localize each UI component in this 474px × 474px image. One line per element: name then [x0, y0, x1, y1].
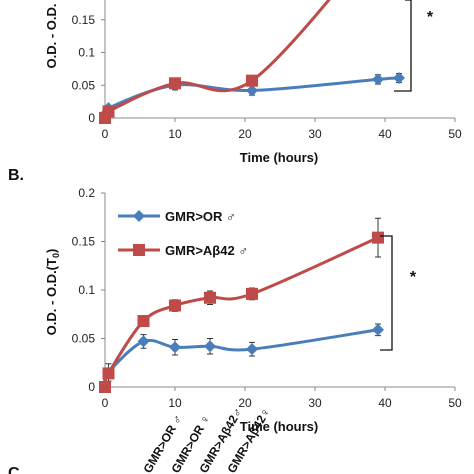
x-tick-label: 10: [168, 396, 182, 410]
panel-b-y-axis-title-subscript: 0: [51, 253, 61, 258]
panel-b: 0 0.05 0.1 0.15 0.2 0 10 20 30 40 50 Time (hours)…: [44, 186, 462, 434]
x-tick-label: 10: [168, 127, 182, 141]
series-line-ab42: [103, 236, 379, 388]
data-point-or: [246, 343, 258, 356]
panel-a-x-axis-title: Time (hours): [240, 150, 319, 165]
panel-c-label: C.: [8, 465, 24, 474]
legend-diamond-marker: [133, 210, 145, 222]
x-tick-label: 40: [378, 396, 392, 410]
y-tick-label: 0.1: [78, 283, 95, 297]
panel-c-rotated-labels: GMR>OR ♂ GMR>OR ♀ GMR>Aβ42♂ GMR>Aβ42♀: [140, 405, 273, 474]
legend-label-ab42: GMR>Aβ42 ♂: [165, 243, 248, 258]
data-point-ab42: [169, 77, 181, 90]
panel-b-significance-bracket: [380, 235, 393, 351]
y-tick-label: 0.1: [78, 46, 95, 60]
legend-item-or: GMR>OR ♂: [118, 209, 236, 224]
panel-b-y-axis-title-close: ): [44, 249, 59, 253]
data-point-ab42: [204, 291, 216, 304]
panel-b-x-axis: 0 10 20 30 40 50: [102, 386, 462, 410]
x-tick-label: 30: [308, 127, 322, 141]
data-point-or: [372, 73, 384, 86]
x-tick-label: 20: [238, 127, 252, 141]
panel-a-plot-area: [99, 0, 405, 124]
legend-square-marker: [133, 244, 145, 256]
data-point-ab42: [246, 287, 258, 300]
x-tick-label: 0: [102, 127, 109, 141]
x-tick-label: 0: [102, 396, 109, 410]
data-point-or: [169, 341, 181, 354]
panel-b-significance-star: *: [410, 269, 417, 286]
y-tick-label: 0.15: [72, 235, 96, 249]
data-point-or: [246, 84, 258, 97]
data-point-ab42: [102, 367, 115, 380]
y-tick-label: 0.05: [72, 78, 96, 92]
data-point-or: [393, 72, 405, 85]
x-tick-label: 50: [448, 127, 462, 141]
legend-label-or: GMR>OR ♂: [165, 209, 236, 224]
legend-item-ab42: GMR>Aβ42 ♂: [118, 243, 248, 258]
panel-b-plot-area: [99, 217, 384, 393]
series-line-ab42: [100, 0, 331, 120]
y-tick-label: 0.05: [72, 332, 96, 346]
panel-b-y-axis-title-main: O.D. - O.D.(T: [44, 258, 59, 335]
y-tick-label: 0: [88, 111, 95, 125]
panel-a-y-axis: 0 0.05 0.1 0.15: [72, 0, 106, 125]
panel-a-significance-bracket: [394, 0, 412, 92]
y-tick-label: 0.2: [78, 186, 95, 200]
panel-b-legend: GMR>OR ♂ GMR>Aβ42 ♂: [118, 209, 248, 258]
x-tick-label: 30: [308, 396, 322, 410]
panel-b-y-axis-title: O.D. - O.D.(T0): [44, 249, 61, 336]
panel-a-significance-star: *: [427, 9, 434, 26]
data-point-ab42: [372, 231, 384, 244]
x-tick-label: 50: [448, 396, 462, 410]
panel-a-y-axis-title: O.D. - O.D.: [44, 4, 59, 69]
panel-b-label: B.: [8, 167, 24, 184]
y-tick-label: 0.15: [72, 13, 96, 27]
data-point-or: [372, 323, 384, 336]
panel-a: 0 0.05 0.1 0.15 0 10 20 30 40 50 Time (hours) O.…: [44, 0, 462, 165]
x-tick-label: 40: [378, 127, 392, 141]
y-tick-label: 0: [88, 380, 95, 394]
data-point-or: [204, 340, 216, 353]
data-point-or: [137, 335, 150, 348]
panel-b-y-axis: 0 0.05 0.1 0.15 0.2: [72, 186, 106, 394]
panel-b-x-axis-title: Time (hours): [240, 419, 319, 434]
panel-a-x-axis: 0 10 20 30 40 50: [102, 117, 462, 141]
data-point-ab42: [102, 105, 115, 118]
data-point-ab42: [137, 315, 150, 328]
data-point-ab42: [246, 74, 258, 87]
x-tick-label: 20: [238, 396, 252, 410]
data-point-ab42: [99, 381, 111, 393]
data-point-ab42: [169, 299, 181, 312]
